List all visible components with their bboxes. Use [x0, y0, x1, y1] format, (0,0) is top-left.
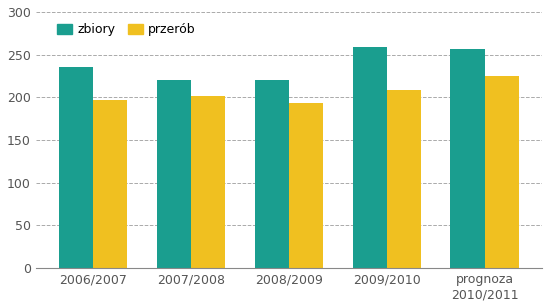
Bar	[387, 90, 421, 268]
Bar	[59, 67, 93, 268]
Bar	[485, 76, 519, 268]
Bar	[352, 47, 387, 268]
Bar	[93, 100, 127, 268]
Bar	[156, 80, 191, 268]
Bar	[289, 103, 323, 268]
Bar	[255, 80, 289, 268]
Bar	[451, 49, 485, 268]
Legend: zbiory, przerób: zbiory, przerób	[52, 18, 200, 41]
Bar	[191, 96, 225, 268]
